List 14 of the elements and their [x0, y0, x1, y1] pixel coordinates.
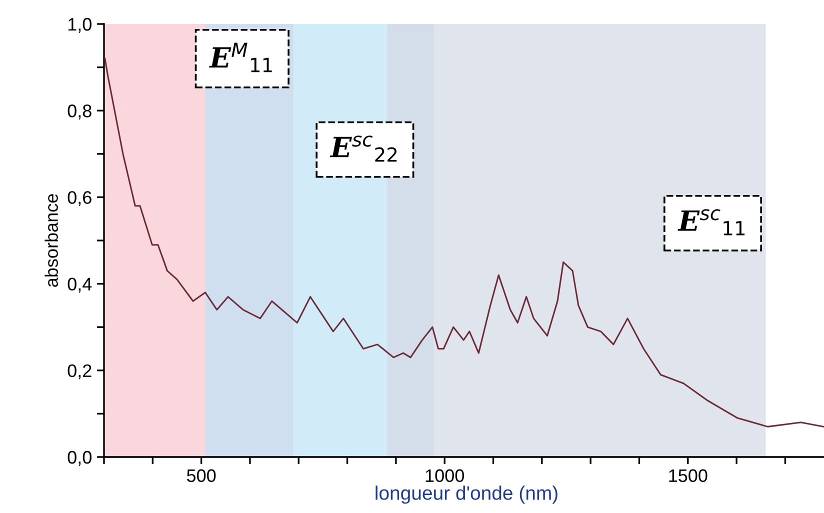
y-axis-title: absorbance [44, 194, 58, 287]
y-tick-label: 0,0 [68, 450, 92, 466]
y-tick-label: 0,6 [68, 191, 92, 206]
x-tick-label: 1500 [669, 469, 708, 482]
band-label: E$^{sc}$$_{11}$ [678, 209, 745, 236]
y-tick-label: 1,0 [68, 18, 92, 33]
x-axis-title: longueur d'onde (nm) [376, 486, 558, 504]
y-tick-label: 0,8 [68, 104, 92, 120]
x-tick-label: 1000 [426, 469, 464, 482]
y-tick-label: 0,2 [68, 364, 92, 380]
band-label: E$^{M}$$_{11}$ [209, 42, 272, 72]
x-tick-label: 500 [186, 469, 216, 482]
y-tick-label: 0,4 [68, 278, 92, 293]
band-label: E$^{sc}$$_{22}$ [330, 136, 397, 162]
